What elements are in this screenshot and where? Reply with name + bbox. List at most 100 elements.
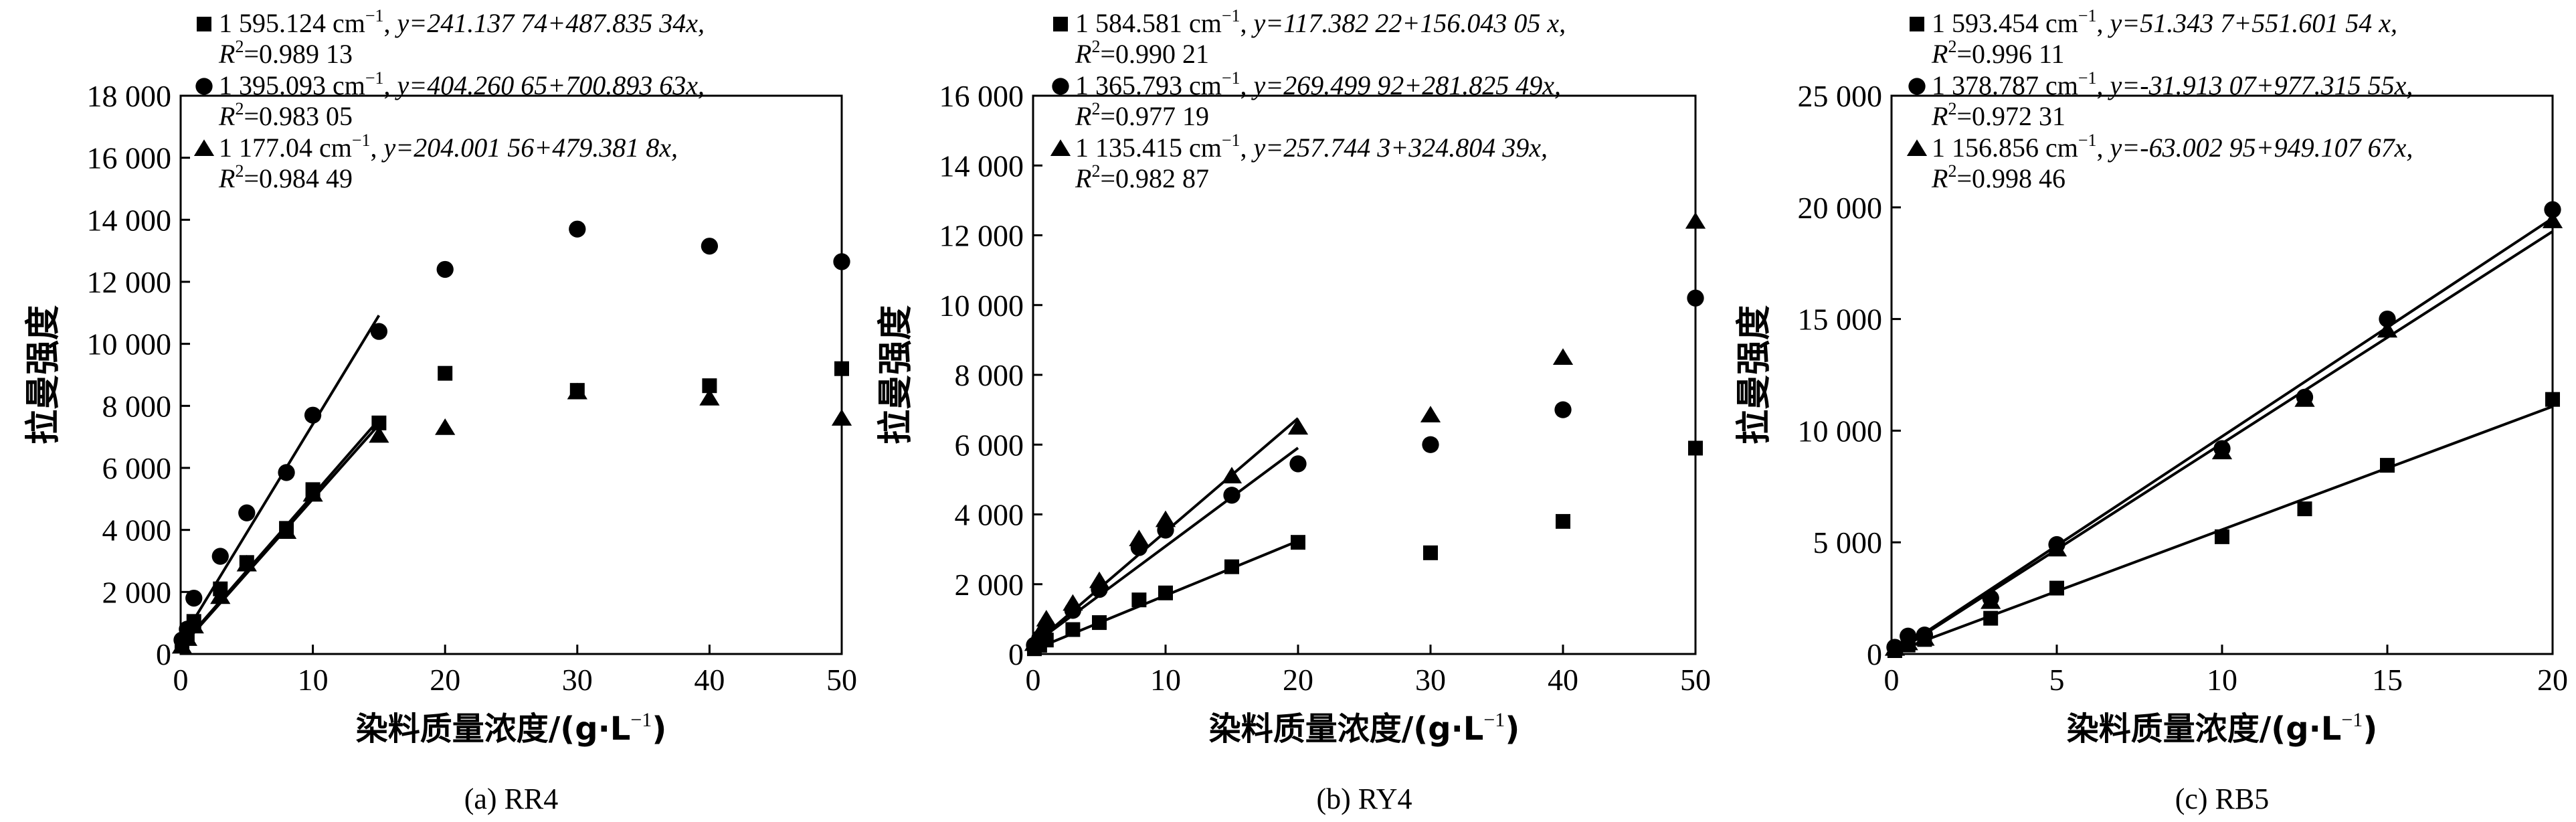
data-point-square — [2297, 501, 2312, 517]
x-axis-label: 染料质量浓度/(g·L−1) — [2067, 709, 2378, 748]
y-tick-label: 0 — [1867, 637, 1882, 671]
data-point-circle — [569, 220, 586, 238]
legend-series-name: 1 177.04 cm — [219, 133, 352, 163]
legend-series-name: 1 156.856 cm — [1932, 133, 2078, 163]
legend-r2-value: =0.990 21 — [1100, 39, 1209, 69]
x-axis-label-main: 染料质量浓度/(g·L — [2067, 710, 2342, 748]
y-tick-label: 10 000 — [1798, 414, 1883, 448]
legend-entry-line1: 1 395.093 cm−1, y=404.260 65+700.893 63x… — [219, 68, 705, 100]
data-point-square — [702, 378, 717, 394]
legend-r-symbol: R — [1931, 163, 1948, 193]
y-tick-label: 16 000 — [939, 79, 1024, 113]
data-point-triangle — [177, 629, 198, 646]
legend-r-sup: 2 — [1948, 161, 1956, 181]
legend-equation: y=404.260 65+700.893 63x, — [395, 70, 705, 100]
legend-sep: , — [384, 8, 397, 38]
legend-r2-value: =0.989 13 — [244, 39, 353, 69]
legend-r-sup: 2 — [1948, 99, 1956, 118]
data-point-triangle — [236, 554, 257, 572]
legend-r-sup: 2 — [1948, 37, 1956, 56]
x-tick-label: 0 — [1026, 663, 1041, 697]
legend-unit-sup: −1 — [2078, 6, 2097, 25]
data-point-circle — [211, 548, 229, 565]
x-axis-label-close: ) — [652, 710, 666, 748]
data-point-triangle — [1914, 629, 1935, 646]
data-point-circle — [1223, 487, 1240, 504]
data-point-triangle — [2211, 442, 2233, 460]
y-tick-label: 12 000 — [939, 219, 1024, 253]
legend-r-symbol: R — [218, 101, 235, 131]
legend-entry-line2: R2=0.972 31 — [1931, 99, 2065, 131]
data-point-triangle — [1981, 592, 2001, 609]
legend-marker-triangle — [1906, 139, 1928, 156]
x-axis-label-close: ) — [1505, 710, 1520, 748]
y-tick-label: 6 000 — [102, 451, 172, 485]
y-tick-label: 4 000 — [955, 498, 1024, 532]
data-point-triangle — [435, 418, 456, 435]
data-point-circle — [1422, 436, 1439, 453]
data-point-triangle — [302, 485, 323, 502]
data-point-circle — [2379, 310, 2396, 328]
data-point-circle — [185, 589, 203, 607]
data-point-square — [1092, 615, 1107, 631]
legend-marker-square — [1053, 17, 1068, 31]
data-point-square — [2380, 458, 2395, 473]
legend-equation: y=269.499 92+281.825 49x, — [1251, 70, 1562, 100]
x-axis-label-sup: −1 — [630, 709, 652, 731]
y-tick-label: 18 000 — [87, 79, 172, 113]
x-axis-label: 染料质量浓度/(g·L−1) — [1209, 709, 1520, 748]
legend-marker-triangle — [1050, 139, 1071, 156]
legend-r-sup: 2 — [1091, 37, 1100, 56]
data-point-circle — [238, 504, 256, 521]
legend-series-name: 1 365.793 cm — [1075, 70, 1222, 100]
legend-r-sup: 2 — [235, 161, 244, 181]
legend-sep: , — [2097, 133, 2110, 163]
legend-r2-value: =0.977 19 — [1100, 101, 1209, 131]
legend-equation: y=51.343 7+551.601 54 x, — [2108, 8, 2398, 38]
x-tick-label: 10 — [1150, 663, 1181, 697]
data-point-triangle — [1898, 633, 1918, 651]
y-tick-label: 0 — [1008, 637, 1024, 671]
x-axis-label-main: 染料质量浓度/(g·L — [356, 710, 631, 748]
legend-series-name: 1 593.454 cm — [1932, 8, 2078, 38]
x-tick-label: 50 — [1680, 663, 1711, 697]
legend-marker-triangle — [193, 139, 215, 156]
y-tick-label: 5 000 — [1813, 525, 1883, 560]
y-tick-label: 8 000 — [955, 358, 1024, 392]
x-axis-label-sup: −1 — [1483, 709, 1505, 731]
legend-unit-sup: −1 — [2078, 68, 2097, 88]
legend-entry-line2: R2=0.989 13 — [218, 37, 353, 69]
y-tick-label: 0 — [156, 637, 171, 671]
data-point-triangle — [210, 587, 231, 604]
legend-entry-line2: R2=0.990 21 — [1075, 37, 1209, 69]
legend-marker-square — [1910, 17, 1924, 31]
legend-r-sup: 2 — [1091, 99, 1100, 118]
fit-line-circle — [179, 315, 381, 643]
y-tick-label: 2 000 — [102, 575, 172, 609]
legend-r-symbol: R — [218, 39, 235, 69]
data-point-triangle — [1884, 639, 1906, 656]
legend-r-symbol: R — [1075, 101, 1091, 131]
y-axis-label: 拉曼强度 — [876, 305, 916, 444]
legend-r2-value: =0.998 46 — [1956, 163, 2065, 193]
data-point-circle — [278, 464, 295, 481]
data-point-square — [1224, 559, 1239, 574]
data-point-square — [1065, 622, 1081, 637]
data-point-triangle — [2377, 321, 2398, 338]
data-point-triangle — [1029, 623, 1050, 641]
data-point-triangle — [1552, 348, 1574, 365]
legend-r-sup: 2 — [235, 99, 244, 118]
data-point-circle — [370, 323, 388, 340]
data-point-triangle — [1420, 406, 1441, 422]
legend-r2-value: =0.984 49 — [244, 163, 353, 193]
y-tick-label: 4 000 — [102, 513, 172, 548]
data-point-triangle — [2294, 390, 2315, 407]
legend-entry-line1: 1 177.04 cm−1, y=204.001 56+479.381 8x, — [219, 131, 678, 163]
data-point-triangle — [183, 616, 204, 634]
legend-marker-circle — [1908, 78, 1926, 95]
legend-unit-sup: −1 — [1222, 68, 1240, 88]
data-point-square — [2215, 529, 2229, 544]
y-axis-label: 拉曼强度 — [23, 305, 64, 444]
legend-entry-line1: 1 584.581 cm−1, y=117.382 22+156.043 05 … — [1075, 6, 1566, 38]
data-point-square — [2049, 580, 2064, 596]
